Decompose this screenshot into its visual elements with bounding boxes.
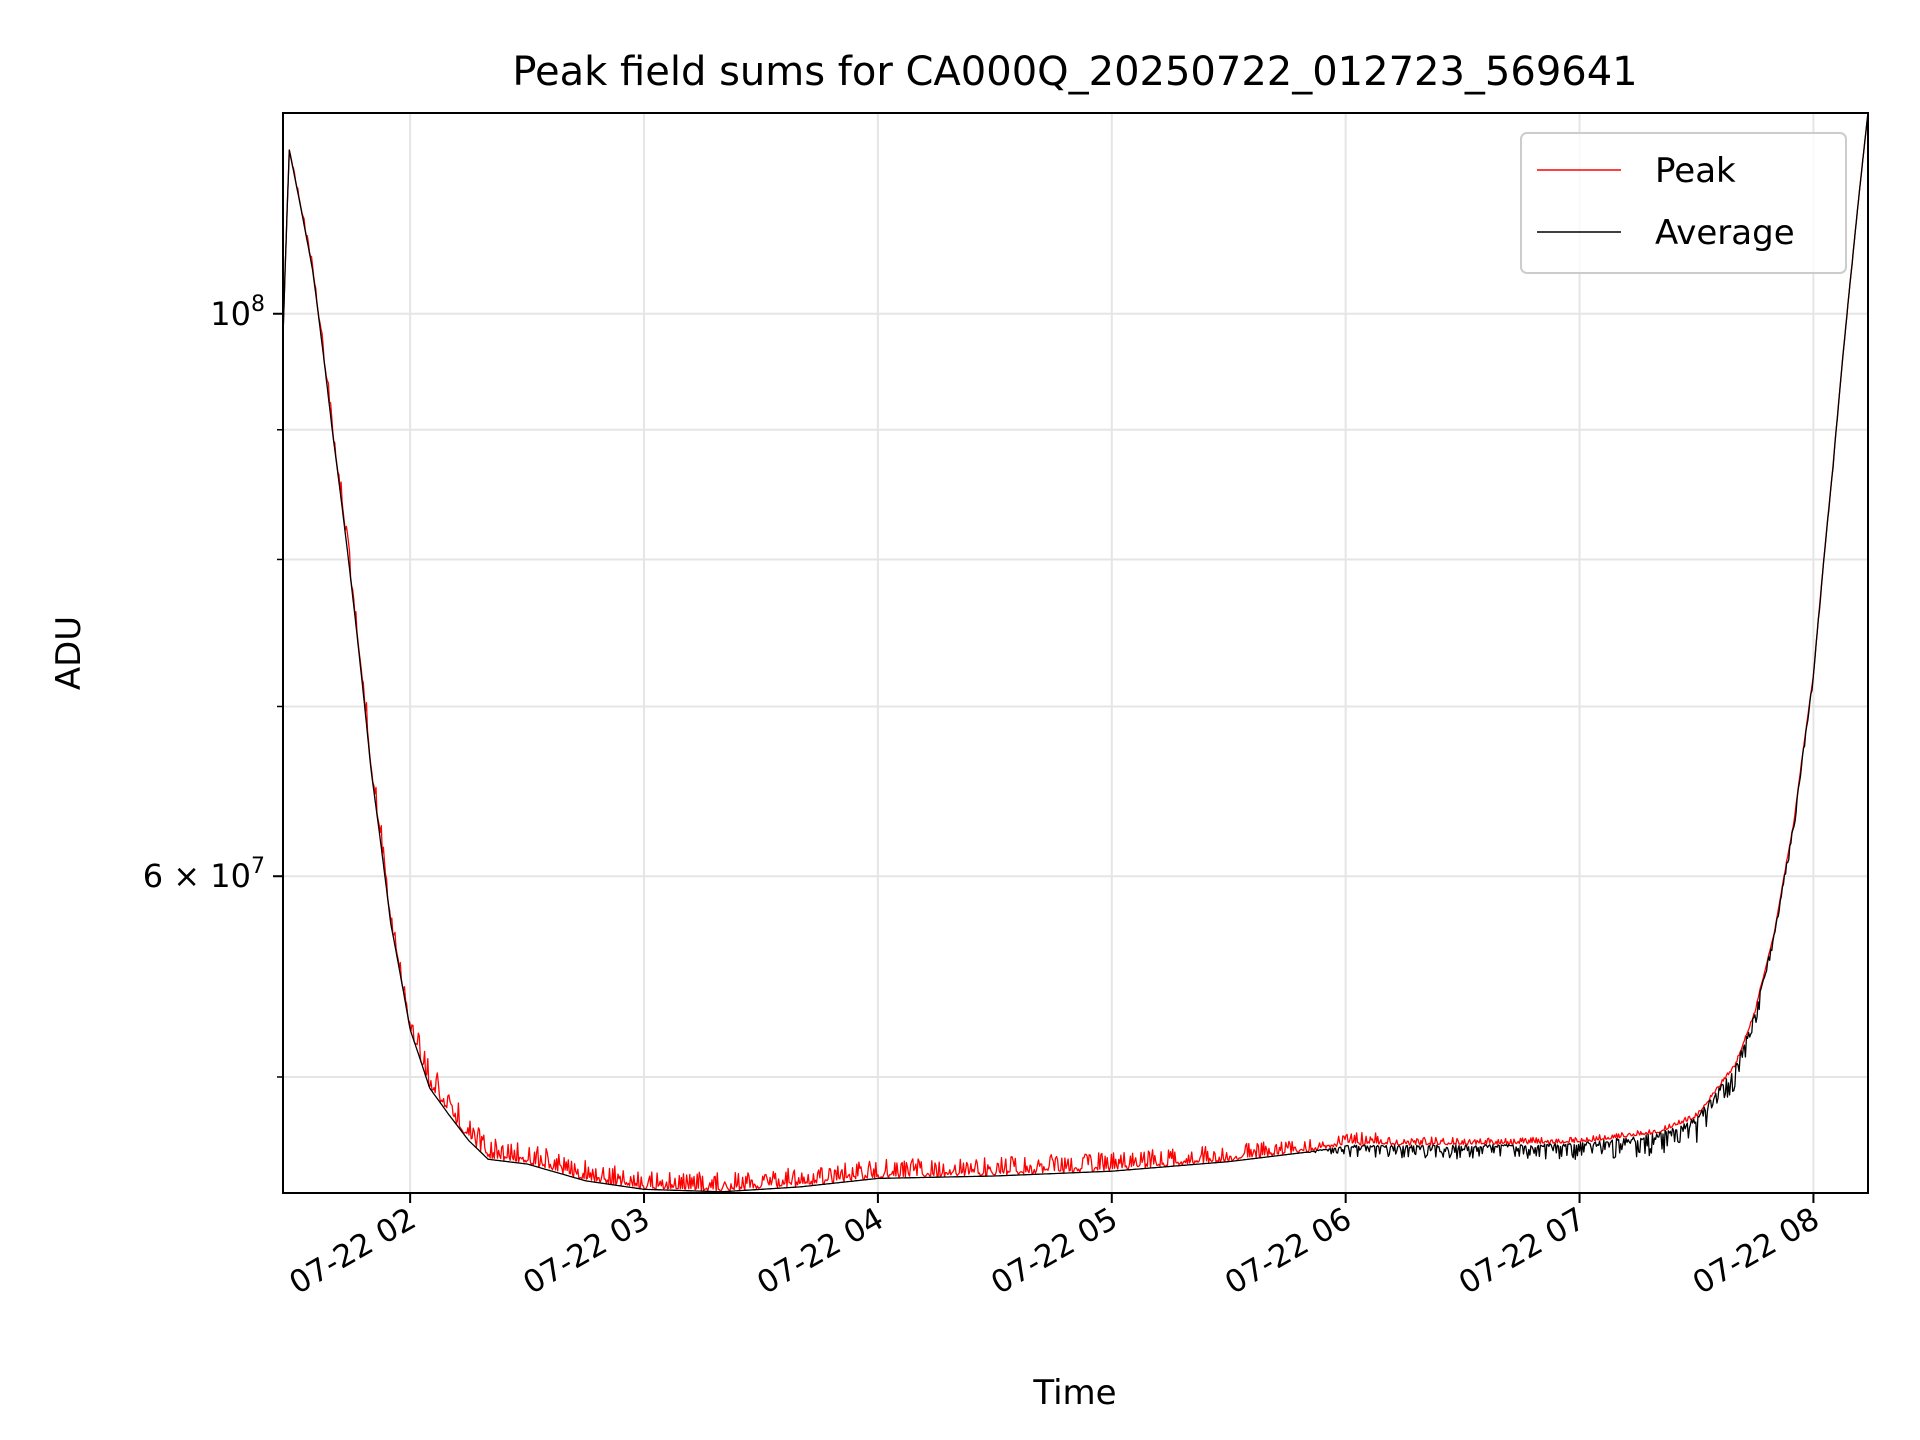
legend-label-average: Average [1655, 213, 1795, 253]
series-line-peak [282, 112, 1869, 1193]
chart-title: Peak field sums for CA000Q_20250722_0127… [512, 49, 1637, 95]
series-line-average [282, 112, 1869, 1193]
plot-lines [282, 112, 1869, 1193]
y-tick-label: 108 [210, 292, 265, 333]
legend-label-peak: Peak [1655, 151, 1736, 191]
y-tick-label: 6 × 107 [143, 854, 265, 895]
legend-box [1520, 132, 1847, 274]
grid [283, 113, 1868, 1193]
y-axis-label: ADU [49, 616, 89, 690]
legend: Peak Average [1520, 132, 1847, 274]
plot-frame [282, 112, 1869, 1194]
x-axis-label: Time [1032, 1373, 1116, 1413]
